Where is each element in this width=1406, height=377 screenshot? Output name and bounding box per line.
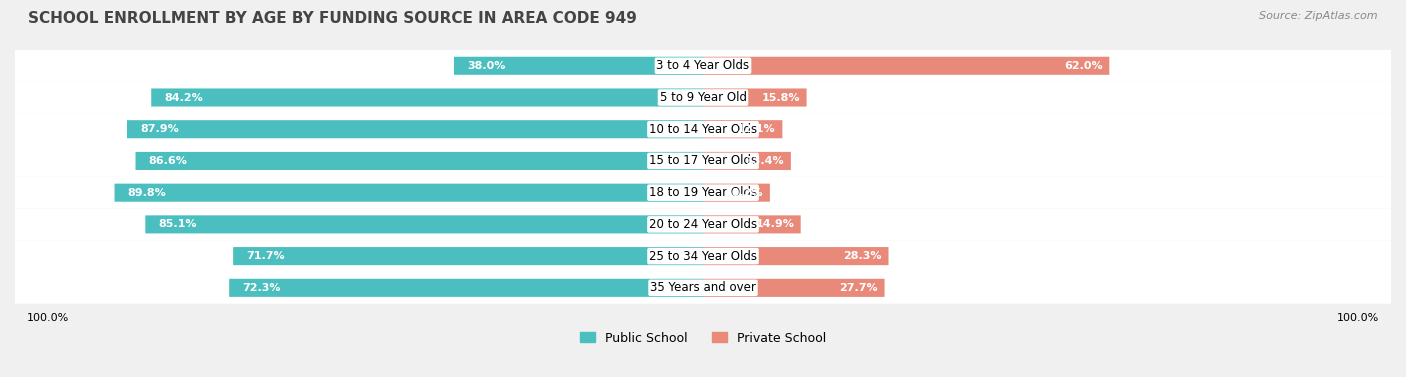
FancyBboxPatch shape [127, 120, 703, 138]
Text: 15 to 17 Year Olds: 15 to 17 Year Olds [650, 155, 756, 167]
FancyBboxPatch shape [703, 57, 1109, 75]
FancyBboxPatch shape [703, 247, 889, 265]
FancyBboxPatch shape [15, 145, 1391, 177]
Text: 10 to 14 Year Olds: 10 to 14 Year Olds [650, 123, 756, 136]
Text: 20 to 24 Year Olds: 20 to 24 Year Olds [650, 218, 756, 231]
Text: 14.9%: 14.9% [755, 219, 794, 229]
Text: 71.7%: 71.7% [246, 251, 285, 261]
Text: 87.9%: 87.9% [141, 124, 179, 134]
FancyBboxPatch shape [152, 89, 703, 107]
FancyBboxPatch shape [703, 89, 807, 107]
FancyBboxPatch shape [15, 177, 1391, 208]
Text: 62.0%: 62.0% [1064, 61, 1102, 71]
Text: 28.3%: 28.3% [844, 251, 882, 261]
Text: 84.2%: 84.2% [165, 92, 202, 103]
Text: Source: ZipAtlas.com: Source: ZipAtlas.com [1260, 11, 1378, 21]
Text: 85.1%: 85.1% [159, 219, 197, 229]
Text: 25 to 34 Year Olds: 25 to 34 Year Olds [650, 250, 756, 263]
FancyBboxPatch shape [703, 215, 800, 233]
Text: 13.4%: 13.4% [745, 156, 785, 166]
Text: 5 to 9 Year Old: 5 to 9 Year Old [659, 91, 747, 104]
FancyBboxPatch shape [114, 184, 703, 202]
FancyBboxPatch shape [703, 184, 770, 202]
Text: 10.2%: 10.2% [724, 188, 763, 198]
Text: 35 Years and over: 35 Years and over [650, 281, 756, 294]
FancyBboxPatch shape [454, 57, 703, 75]
Legend: Public School, Private School: Public School, Private School [575, 326, 831, 349]
FancyBboxPatch shape [703, 120, 782, 138]
FancyBboxPatch shape [15, 208, 1391, 240]
FancyBboxPatch shape [15, 50, 1391, 82]
FancyBboxPatch shape [15, 272, 1391, 304]
FancyBboxPatch shape [15, 240, 1391, 272]
FancyBboxPatch shape [233, 247, 703, 265]
FancyBboxPatch shape [15, 82, 1391, 113]
Text: 72.3%: 72.3% [242, 283, 281, 293]
FancyBboxPatch shape [135, 152, 703, 170]
Text: 89.8%: 89.8% [128, 188, 166, 198]
Text: SCHOOL ENROLLMENT BY AGE BY FUNDING SOURCE IN AREA CODE 949: SCHOOL ENROLLMENT BY AGE BY FUNDING SOUR… [28, 11, 637, 26]
Text: 27.7%: 27.7% [839, 283, 877, 293]
Text: 3 to 4 Year Olds: 3 to 4 Year Olds [657, 59, 749, 72]
FancyBboxPatch shape [703, 279, 884, 297]
Text: 12.1%: 12.1% [737, 124, 776, 134]
FancyBboxPatch shape [229, 279, 703, 297]
FancyBboxPatch shape [703, 152, 790, 170]
Text: 38.0%: 38.0% [467, 61, 506, 71]
Text: 86.6%: 86.6% [149, 156, 187, 166]
FancyBboxPatch shape [15, 113, 1391, 145]
FancyBboxPatch shape [145, 215, 703, 233]
Text: 18 to 19 Year Olds: 18 to 19 Year Olds [650, 186, 756, 199]
Text: 15.8%: 15.8% [762, 92, 800, 103]
